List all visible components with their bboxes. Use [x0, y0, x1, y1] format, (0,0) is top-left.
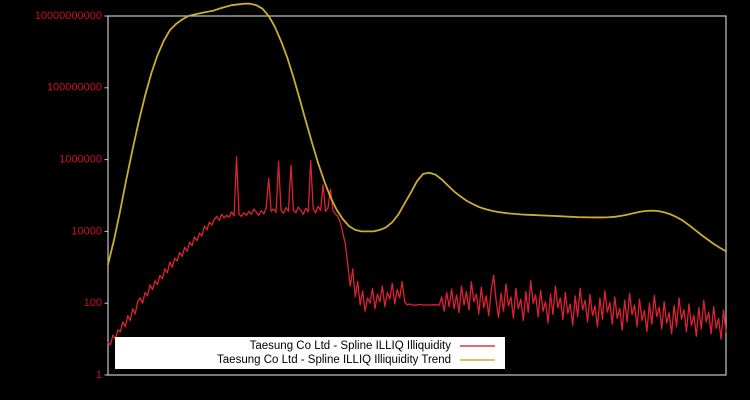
- legend-entry-label: Taesung Co Ltd - Spline ILLIQ Illiquidit…: [217, 354, 451, 366]
- series-illiquidity-trend-line: [107, 2, 727, 266]
- y-axis-tick-label: 10000: [71, 225, 102, 237]
- y-axis-tick-label: 1000000: [59, 154, 102, 166]
- y-axis-ticks: 10000000000 100000000 1000000 10000 100 1: [35, 10, 108, 381]
- series-illiquidity-line: [107, 156, 727, 346]
- y-axis-tick-label: 10000000000: [35, 10, 102, 22]
- y-axis-tick-label: 100: [84, 297, 102, 309]
- legend-background: [115, 337, 505, 369]
- chart-legend: Taesung Co Ltd - Spline ILLIQ Illiquidit…: [115, 337, 505, 369]
- plot-frame: [107, 15, 727, 376]
- data-series-group: [107, 2, 727, 346]
- y-axis-tick-label: 100000000: [47, 82, 102, 94]
- y-axis-tick-label: 1: [96, 369, 102, 381]
- legend-entry-label: Taesung Co Ltd - Spline ILLIQ Illiquidit…: [250, 340, 452, 352]
